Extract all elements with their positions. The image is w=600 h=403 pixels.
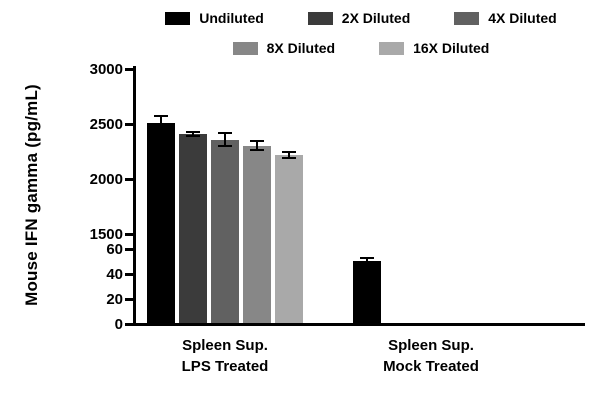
error-bar-cap-bottom xyxy=(282,156,296,159)
y-tick-mark xyxy=(125,323,133,326)
y-tick-label: 2000 xyxy=(89,171,123,188)
y-tick-mark xyxy=(125,248,133,251)
bar-undiluted xyxy=(147,123,175,323)
error-bar-line xyxy=(224,133,226,146)
legend-label: 16X Diluted xyxy=(413,40,490,56)
error-bar-cap-bottom xyxy=(154,129,168,132)
bar-undiluted xyxy=(353,260,381,323)
legend-item-4x: 4X Diluted xyxy=(454,10,557,26)
error-bar-line xyxy=(160,115,162,131)
y-tick-label: 0 xyxy=(114,316,123,333)
bar-2x-diluted xyxy=(179,134,207,323)
error-bar-cap-top xyxy=(282,151,296,154)
legend-item-8x: 8X Diluted xyxy=(232,40,336,56)
y-axis-line xyxy=(133,66,136,326)
legend-item-16x: 16X Diluted xyxy=(379,40,489,56)
x-group-label: Spleen Sup. Mock Treated xyxy=(383,335,479,377)
y-tick-label: 60 xyxy=(106,241,123,258)
x-axis-line xyxy=(133,323,585,326)
y-tick-mark xyxy=(125,233,133,236)
legend-swatch-icon xyxy=(307,11,333,25)
y-tick-mark xyxy=(125,178,133,181)
error-bar-cap-top xyxy=(218,132,232,135)
x-group-label: Spleen Sup. LPS Treated xyxy=(182,335,269,377)
error-bar-cap-top xyxy=(186,130,200,133)
legend-label: 8X Diluted xyxy=(266,40,336,56)
legend-item-2x: 2X Diluted xyxy=(307,10,411,26)
bar-16x-diluted xyxy=(275,154,303,323)
legend-row-1: Undiluted 2X Diluted 4X Diluted xyxy=(128,10,594,26)
error-bar-line xyxy=(288,152,290,158)
legend-swatch-icon xyxy=(232,41,258,55)
legend-row-2: 8X Diluted 16X Diluted xyxy=(128,40,594,56)
error-bar-line xyxy=(256,141,258,150)
error-bar-cap-bottom xyxy=(218,144,232,147)
error-bar-cap-bottom xyxy=(360,262,374,264)
bar-8x-diluted xyxy=(243,145,271,323)
error-bar-line xyxy=(366,258,368,263)
y-tick-label: 20 xyxy=(106,291,123,308)
chart-legend: Undiluted 2X Diluted 4X Diluted 8X Dilut… xyxy=(128,10,594,70)
legend-label: Undiluted xyxy=(199,10,264,26)
error-bar-cap-top xyxy=(250,140,264,143)
legend-swatch-icon xyxy=(165,11,191,25)
error-bar-line xyxy=(192,131,194,137)
error-bar-cap-bottom xyxy=(186,135,200,138)
legend-label: 4X Diluted xyxy=(488,10,557,26)
x-group-label-line2: LPS Treated xyxy=(181,358,269,375)
error-bar-cap-top xyxy=(360,257,374,259)
y-tick-mark xyxy=(125,123,133,126)
error-bar-cap-bottom xyxy=(250,148,264,151)
legend-label: 2X Diluted xyxy=(341,10,411,26)
y-tick-label: 1500 xyxy=(89,226,123,243)
legend-swatch-icon xyxy=(454,11,480,25)
bar-4x-diluted xyxy=(211,139,239,323)
x-group-label-line1: Spleen Sup. xyxy=(388,337,474,354)
x-group-label-line2: Mock Treated xyxy=(383,358,479,375)
x-group-label-line1: Spleen Sup. xyxy=(182,337,268,354)
y-tick-mark xyxy=(125,273,133,276)
y-axis-title: Mouse IFN gamma (pg/mL) xyxy=(22,84,41,306)
legend-item-undiluted: Undiluted xyxy=(165,10,264,26)
y-tick-label: 2500 xyxy=(89,116,123,133)
error-bar-cap-top xyxy=(154,114,168,117)
legend-swatch-icon xyxy=(379,41,405,55)
y-tick-mark xyxy=(125,68,133,71)
y-tick-label: 40 xyxy=(106,266,123,283)
y-tick-mark xyxy=(125,298,133,301)
y-tick-label: 3000 xyxy=(89,61,123,78)
